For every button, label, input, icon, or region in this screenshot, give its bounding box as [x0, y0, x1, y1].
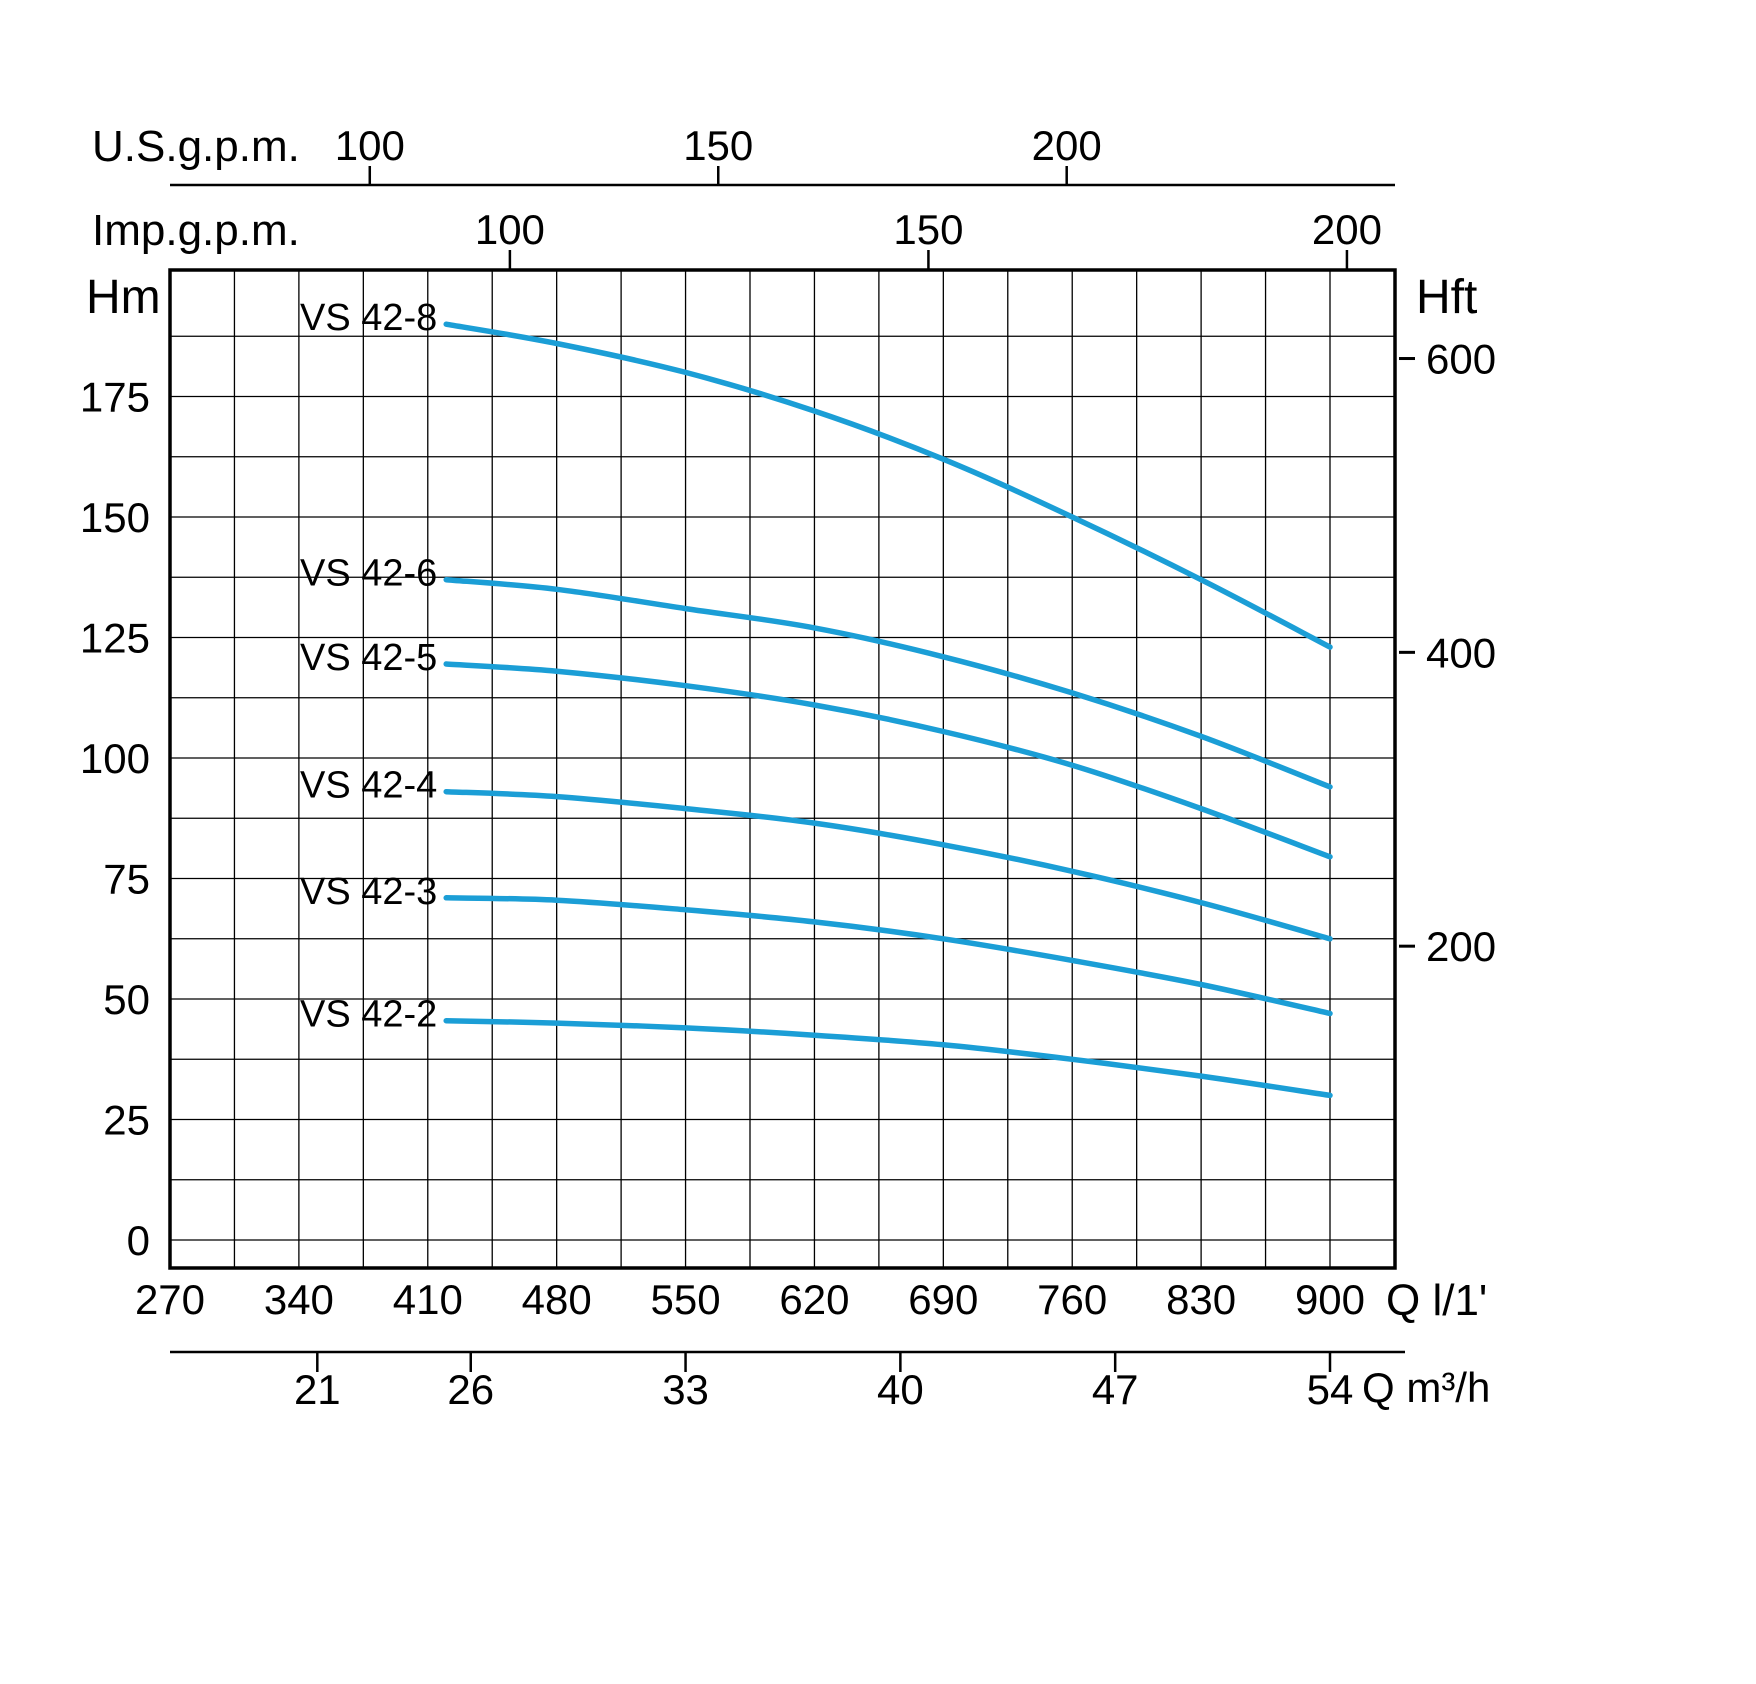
series-label-vs-42-5: VS 42-5: [300, 637, 437, 679]
series-curve-vs-42-8: [443, 321, 1333, 650]
flow-l-min-tick-label: 690: [908, 1276, 978, 1323]
head-ft-tick-label: 600: [1426, 336, 1496, 383]
us-gpm-tick-label: 200: [1032, 122, 1102, 169]
us-gpm-tick-label: 100: [335, 122, 405, 169]
flow-l-min-tick-label: 550: [651, 1276, 721, 1323]
m3h-tick-label: 33: [662, 1366, 709, 1413]
head-ft-axis-title: Hft: [1416, 271, 1478, 324]
head-ft-tick-label: 400: [1426, 629, 1496, 676]
imp-gpm-axis-title: Imp.g.p.m.: [92, 206, 300, 255]
head-m-tick-label: 175: [80, 374, 150, 421]
series-label-vs-42-3: VS 42-3: [300, 871, 437, 913]
flow-l-min-tick-label: 270: [135, 1276, 205, 1323]
imp-gpm-tick-label: 200: [1312, 206, 1382, 253]
plot-border: [168, 268, 1397, 1270]
imp-gpm-tick-label: 150: [893, 206, 963, 253]
head-m-axis-title: Hm: [86, 271, 161, 324]
series-curve-vs-42-3: [443, 895, 1333, 1017]
m3h-tick-label: 26: [447, 1366, 494, 1413]
flow-l-min-tick-label: 900: [1295, 1276, 1365, 1323]
flow-m3h-axis-title: Q m³/h: [1362, 1364, 1491, 1411]
flow-l-min-tick-label: 830: [1166, 1276, 1236, 1323]
head-ft-tick-label: 200: [1426, 923, 1496, 970]
head-m-tick-label: 0: [127, 1217, 150, 1264]
flow-l-min-tick-label: 760: [1037, 1276, 1107, 1323]
flow-l-min-tick-label: 410: [393, 1276, 463, 1323]
head-m-tick-label: 25: [103, 1097, 150, 1144]
head-m-tick-label: 50: [103, 976, 150, 1023]
series-label-vs-42-4: VS 42-4: [300, 765, 437, 807]
series-curve-vs-42-5: [443, 661, 1333, 860]
m3h-tick-label: 47: [1092, 1366, 1139, 1413]
us-gpm-axis-title: U.S.g.p.m.: [92, 122, 300, 171]
series-curve-vs-42-6: [443, 576, 1333, 790]
series-label-vs-42-2: VS 42-2: [300, 994, 437, 1036]
us-gpm-tick-label: 150: [683, 122, 753, 169]
m3h-tick-label: 21: [294, 1366, 341, 1413]
m3h-tick-label: 40: [877, 1366, 924, 1413]
imp-gpm-tick-label: 100: [475, 206, 545, 253]
m3h-tick-label: 54: [1307, 1366, 1354, 1413]
series-curve-vs-42-2: [443, 1017, 1333, 1099]
head-m-tick-label: 150: [80, 494, 150, 541]
series-curve-vs-42-4: [443, 788, 1333, 942]
series-label-vs-42-8: VS 42-8: [300, 297, 437, 339]
flow-l-min-tick-label: 340: [264, 1276, 334, 1323]
flow-l-min-tick-label: 620: [779, 1276, 849, 1323]
head-m-tick-label: 75: [103, 856, 150, 903]
head-m-tick-label: 100: [80, 735, 150, 782]
flow-l-min-tick-label: 480: [522, 1276, 592, 1323]
series-label-vs-42-6: VS 42-6: [300, 553, 437, 595]
head-m-tick-label: 125: [80, 615, 150, 662]
flow-l-min-axis-title: Q l/1': [1386, 1276, 1488, 1325]
